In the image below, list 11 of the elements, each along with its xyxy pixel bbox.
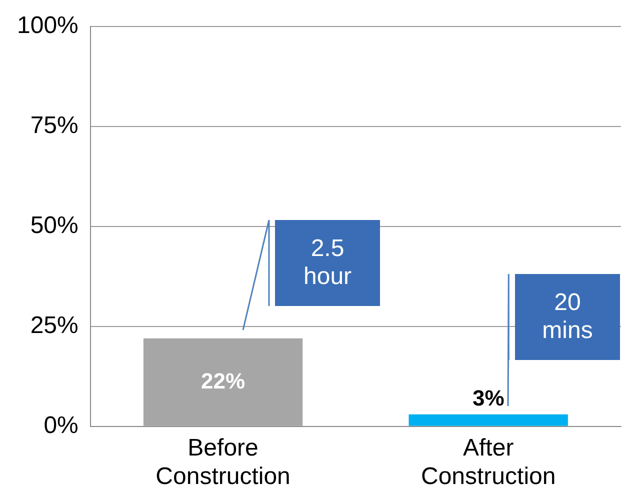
data-label: 3% [472, 385, 504, 410]
y-tick-label: 25% [30, 312, 78, 340]
x-tick-label: Before Construction [156, 434, 290, 490]
y-tick-label: 0% [44, 412, 78, 440]
y-tick-label: 75% [30, 112, 78, 140]
x-tick-label: After Construction [420, 434, 556, 490]
annotation: 2.5 hour [275, 220, 380, 306]
y-tick-label: 100% [16, 12, 78, 40]
data-label: 22% [201, 368, 246, 394]
y-tick-label: 50% [30, 212, 78, 240]
annotation: 20 mins [515, 274, 620, 360]
